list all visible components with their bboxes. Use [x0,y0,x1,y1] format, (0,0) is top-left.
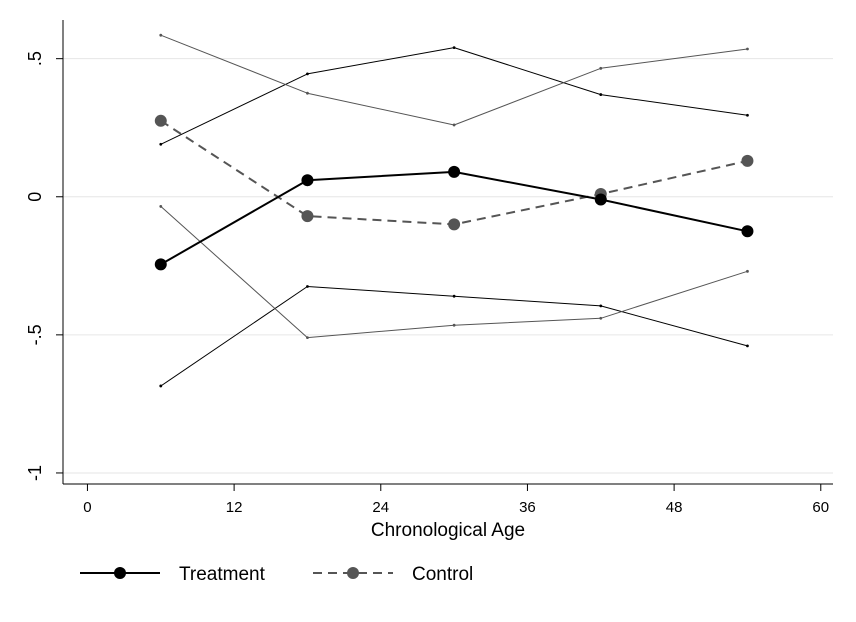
axes [62,20,833,485]
treatment-upper-point [452,46,456,50]
mean-point [301,210,314,223]
x-tick-label: 60 [812,499,829,516]
treatment-lower-point [159,384,163,388]
treatment-upper-point [159,142,163,146]
y-axis-ticks: .5 0 -.5 -1 [25,51,63,481]
legend-treatment-label: Treatment [179,564,266,585]
series-points [154,33,754,388]
mean-point [448,165,461,178]
treatment-lower-point [306,285,309,288]
y-tick-label: -.5 [25,324,45,345]
treatment-upper-point [599,93,603,96]
mean-point [154,114,167,127]
grid-lines [63,58,833,474]
control-upper-point [159,33,163,37]
control-lower-point [599,316,603,320]
control-upper-point [599,66,603,70]
treatment-upper-point [746,113,749,117]
treatment-upper-line [160,47,748,145]
x-tick-label: 24 [372,499,389,516]
x-tick-label: 12 [226,499,243,516]
series-lines [160,34,748,387]
y-tick-label: 0 [25,192,45,202]
legend-treatment-marker [114,567,126,579]
legend: Treatment Control [80,564,473,585]
mean-point [301,174,314,187]
mean-point [154,258,167,271]
y-tick-label: -1 [25,465,45,481]
x-axis-ticks: 0 12 24 36 48 60 [83,484,829,516]
control-lower-point [306,336,309,340]
control-lower-point [452,323,456,327]
mean-point [741,225,754,238]
mean-line [160,170,748,266]
control-upper-point [746,47,749,51]
mean-point [448,218,461,231]
x-tick-label: 0 [83,499,91,516]
x-tick-label: 36 [519,499,536,516]
x-tick-label: 48 [666,499,683,516]
treatment-upper-point [306,72,309,76]
treatment-lower-point [746,344,749,348]
mean-point [741,154,754,167]
treatment-lower-point [452,294,456,298]
x-axis-label: Chronological Age [371,520,525,541]
control-upper-point [306,91,309,95]
treatment-lower-point [599,304,603,308]
treatment-lower-line [160,286,748,387]
control-lower-point [159,205,163,208]
control-lower-point [746,269,749,273]
control-upper-point [452,123,456,127]
mean-point [594,193,607,206]
y-tick-label: .5 [25,51,45,66]
legend-control-marker [347,567,359,579]
legend-control-label: Control [412,564,473,585]
